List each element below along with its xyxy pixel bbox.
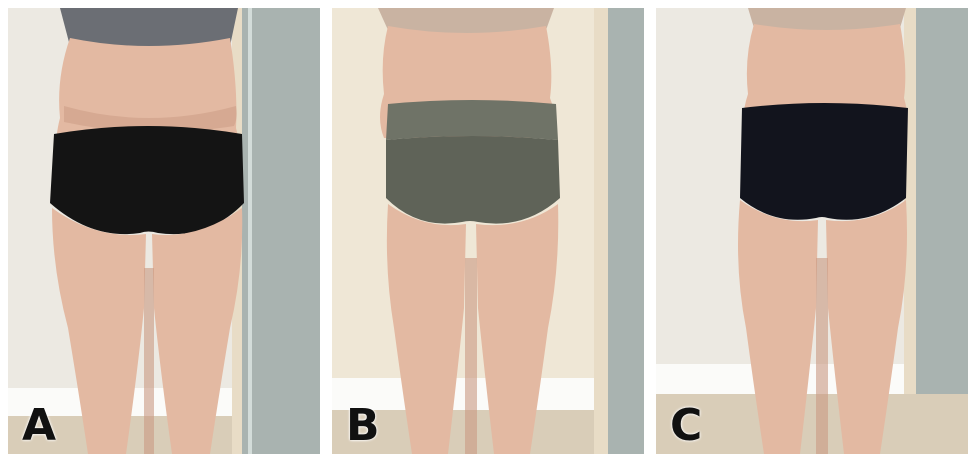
photo-panel-b: B	[332, 8, 644, 454]
panel-label-b: B	[346, 400, 380, 451]
panel-label-c: C	[670, 400, 703, 451]
photo-a	[8, 8, 320, 454]
panel-label-a: A	[22, 400, 57, 451]
photo-c	[656, 8, 968, 454]
photo-panel-c: C	[656, 8, 968, 454]
photo-b	[332, 8, 644, 454]
photo-panel-a: A	[8, 8, 320, 454]
